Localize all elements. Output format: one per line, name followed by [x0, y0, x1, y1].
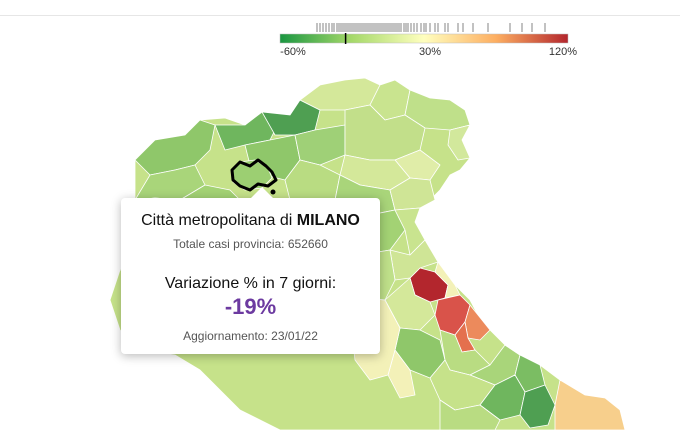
tooltip-total-value: 652660 [287, 237, 328, 251]
province-bari[interactable] [554, 379, 626, 430]
tooltip-title-prefix: Città metropolitana di [141, 212, 293, 229]
color-legend: -60% 30% 120% [279, 23, 577, 58]
tooltip-total-cases: Totale casi provincia: 652660 [121, 237, 380, 251]
legend-min-label: -60% [280, 46, 306, 58]
tooltip-update-label: Aggiornamento: [183, 329, 268, 343]
top-divider [0, 15, 680, 16]
legend-max-label: 120% [549, 46, 577, 58]
legend-ticks [316, 23, 546, 32]
tooltip-variation-value: -19% [224, 294, 277, 319]
legend-gradient-bar [279, 33, 569, 44]
tooltip-title: Città metropolitana di MILANO [121, 212, 380, 230]
tooltip-title-province: MILANO [296, 212, 360, 229]
tooltip-update: Aggiornamento: 23/01/22 [121, 329, 380, 343]
tooltip-variation-label: Variazione % in 7 giorni: [164, 275, 337, 292]
milano-highlight-outline[interactable] [230, 158, 278, 192]
province-umbria[interactable] [389, 239, 439, 281]
tooltip-update-value: 23/01/22 [271, 329, 318, 343]
province-benevento[interactable] [519, 384, 556, 429]
province-trentino[interactable] [261, 99, 321, 136]
legend-mid-label: 30% [419, 46, 441, 58]
province-salerno[interactable] [439, 399, 501, 430]
tooltip-total-label: Totale casi provincia: [173, 237, 285, 251]
province-trieste[interactable] [447, 124, 471, 161]
province-tooltip: Città metropolitana di MILANO Totale cas… [121, 187, 380, 354]
